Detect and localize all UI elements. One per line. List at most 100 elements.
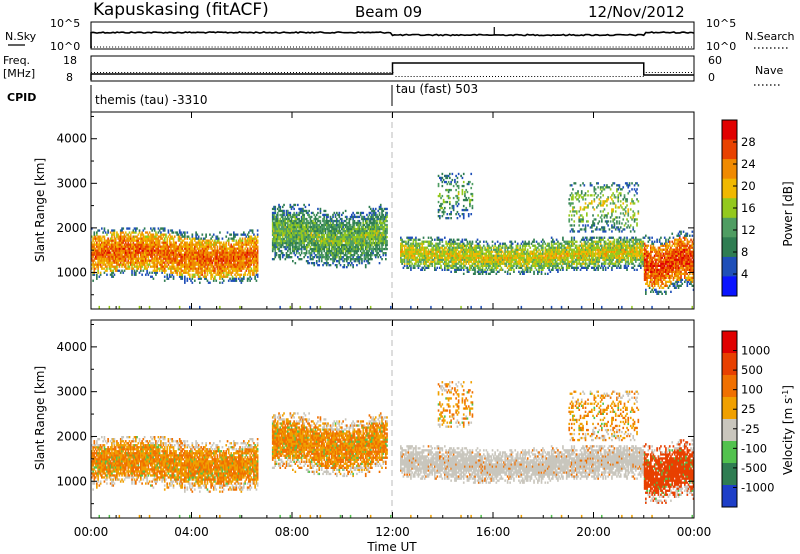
power-cell — [415, 252, 417, 255]
power-cell — [103, 249, 106, 252]
power-cell — [274, 237, 277, 241]
power-cell — [423, 258, 426, 261]
power-cell — [182, 257, 185, 260]
power-cell — [204, 263, 206, 266]
power-cell — [104, 243, 107, 246]
power-cell — [185, 259, 187, 262]
power-cell — [91, 235, 93, 238]
nave-dot — [555, 76, 557, 77]
power-cell — [386, 213, 388, 217]
power-cell — [162, 257, 165, 260]
nsearch-dot — [323, 46, 325, 48]
nsearch-dot — [130, 46, 132, 48]
power-cell — [292, 225, 294, 229]
power-cell — [328, 247, 331, 251]
power-cell — [349, 223, 352, 227]
power-cell — [209, 263, 211, 266]
power-cell — [416, 258, 419, 261]
power-cell — [354, 241, 357, 245]
power-cell — [97, 243, 99, 246]
nave-dot — [205, 72, 207, 73]
power-cell — [219, 253, 221, 256]
power-cell — [403, 252, 406, 255]
power-cell — [102, 267, 104, 270]
power-cell — [437, 260, 440, 263]
power-cell — [300, 231, 303, 235]
power-cell — [173, 243, 176, 246]
power-cell — [93, 247, 96, 250]
power-cell — [145, 239, 147, 242]
nave-dot — [332, 72, 334, 73]
nave-dot — [440, 76, 442, 77]
power-cell — [106, 269, 108, 272]
power-cell — [234, 267, 236, 270]
power-cell — [295, 215, 298, 219]
power-cell — [386, 207, 388, 211]
power-cell — [379, 239, 382, 243]
power-cell — [103, 229, 106, 232]
power-cell — [303, 213, 305, 217]
power-cell — [117, 241, 120, 244]
power-cell — [437, 262, 440, 265]
power-cell — [226, 259, 229, 262]
power-cell — [131, 239, 133, 242]
power-cell — [319, 235, 322, 239]
power-cell — [206, 257, 209, 260]
power-cell — [325, 247, 328, 251]
power-cell — [445, 252, 447, 255]
power-cell — [376, 247, 378, 251]
power-cell — [146, 243, 148, 246]
power-cell — [129, 237, 132, 240]
power-cell — [359, 211, 362, 215]
power-cell — [327, 219, 329, 223]
power-cell — [146, 251, 148, 254]
power-cell — [284, 225, 287, 229]
date-title: 12/Nov/2012 — [588, 3, 685, 21]
power-cell — [431, 260, 434, 263]
power-cell — [172, 271, 175, 274]
power-cell — [343, 223, 346, 227]
power-cell — [158, 241, 161, 244]
power-cell — [225, 271, 228, 274]
power-cell — [324, 213, 327, 217]
power-cell — [333, 237, 336, 241]
power-cell — [427, 252, 430, 255]
power-cell — [136, 267, 138, 270]
power-cell — [249, 245, 251, 248]
power-cell — [425, 260, 427, 263]
power-cell — [430, 260, 432, 263]
power-cell — [344, 239, 347, 243]
power-cell — [178, 249, 181, 252]
power-cell — [322, 219, 324, 223]
power-cell — [224, 275, 226, 278]
power-cell — [418, 250, 421, 253]
power-cell — [243, 259, 245, 262]
power-cell — [363, 227, 366, 231]
power-cell — [356, 221, 358, 225]
power-cell — [204, 255, 206, 258]
power-cell — [336, 241, 338, 245]
power-cell — [371, 223, 373, 227]
power-cell — [363, 235, 366, 239]
power-cell — [239, 273, 241, 276]
power-cell — [400, 256, 402, 259]
power-cell — [214, 259, 216, 262]
power-cell — [249, 275, 251, 278]
nave-dot — [416, 76, 418, 77]
power-cell — [274, 211, 277, 215]
power-cell — [381, 243, 383, 247]
power-cell — [200, 261, 202, 264]
power-cell — [303, 227, 305, 231]
power-cell — [339, 235, 342, 239]
power-cell — [312, 256, 314, 259]
power-cell — [127, 249, 130, 252]
power-cell — [121, 255, 123, 258]
power-cell — [97, 247, 99, 250]
power-cell — [124, 241, 127, 244]
power-cell — [289, 203, 292, 207]
nsearch-dot — [353, 46, 355, 48]
nave-dot — [681, 72, 683, 73]
power-cell — [112, 245, 115, 248]
power-cell — [323, 215, 326, 219]
power-cell — [249, 229, 251, 232]
